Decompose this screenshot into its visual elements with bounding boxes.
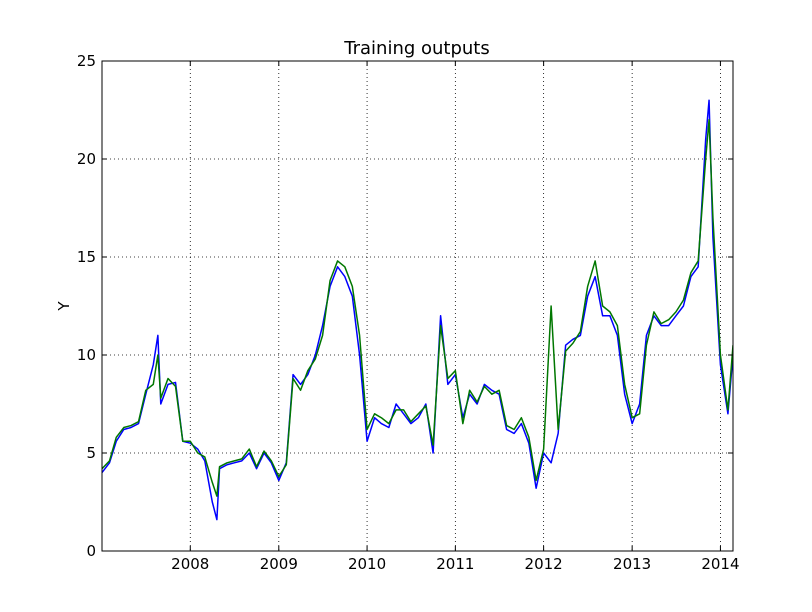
y-tick-label: 25: [77, 52, 96, 70]
x-tick-label: 2009: [260, 555, 298, 573]
chart-title: Training outputs: [343, 38, 490, 59]
plot-area: [102, 99, 733, 521]
y-axis-label: Y: [55, 301, 73, 312]
y-tick-label: 0: [86, 542, 96, 560]
x-tick-label: 2013: [613, 555, 651, 573]
y-tick-labels: 0 5 10 15 20 25: [77, 52, 96, 560]
x-tick-label: 2014: [701, 555, 739, 573]
series-lines: [102, 99, 733, 521]
y-tick-label: 5: [86, 444, 96, 462]
grid-lines: [102, 60, 733, 552]
x-tick-label: 2010: [348, 555, 386, 573]
x-tick-label: 2012: [525, 555, 563, 573]
y-tick-label: 15: [77, 248, 96, 266]
x-tick-label: 2008: [171, 555, 209, 573]
x-tick-label: 2011: [436, 555, 474, 573]
x-tick-labels: 2008 2009 2010 2011 2012 2013 2014: [171, 555, 739, 573]
series-line-1: [102, 99, 733, 521]
y-tick-label: 10: [77, 346, 96, 364]
series-line-2: [102, 119, 733, 497]
y-tick-label: 20: [77, 150, 96, 168]
axis-ticks: [102, 60, 733, 552]
plot-frame: [101, 60, 734, 552]
